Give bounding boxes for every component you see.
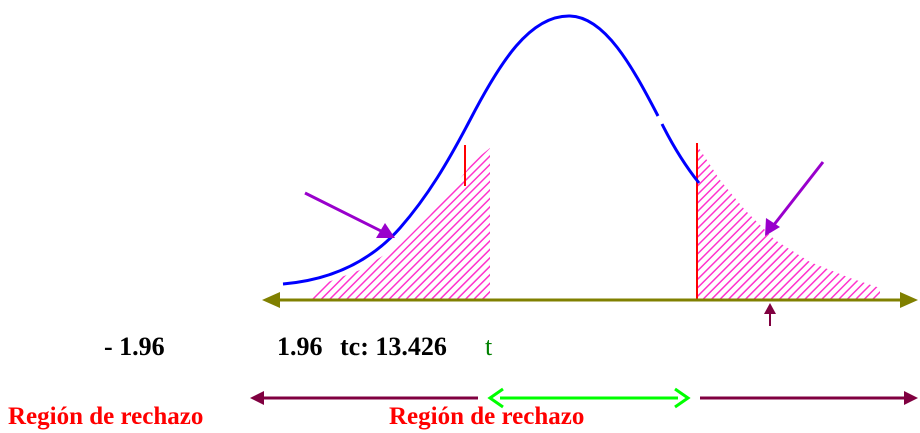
left-rejection-region-label: Región de rechazo — [8, 403, 204, 430]
acceptance-left-arrowhead — [487, 387, 504, 409]
right-rejection-area — [697, 145, 880, 300]
tc-value-label: tc: 13.426 — [340, 332, 447, 361]
left-pointer-arrowhead — [376, 223, 395, 238]
pos-critical-value-label: 1.96 — [277, 332, 323, 361]
left-region-arrowhead — [250, 391, 264, 405]
t-axis-left-arrowhead — [262, 292, 280, 308]
tc-marker-arrowhead — [764, 303, 776, 314]
right-rejection-region-label: Región de rechazo — [389, 403, 585, 430]
right-pointer-arrowhead — [765, 218, 780, 236]
t-symbol-label: t — [485, 332, 493, 361]
left-rejection-area — [308, 148, 490, 300]
distribution-curve — [282, 14, 660, 286]
right-region-arrowhead — [904, 391, 918, 405]
distribution-curve-tail — [660, 123, 701, 184]
t-axis-right-arrowhead — [900, 292, 918, 308]
right-pointer-arrow-shaft — [771, 161, 825, 227]
neg-critical-value-label: - 1.96 — [104, 332, 165, 361]
left-pointer-arrow-shaft — [304, 191, 384, 234]
acceptance-right-arrowhead — [674, 387, 691, 409]
